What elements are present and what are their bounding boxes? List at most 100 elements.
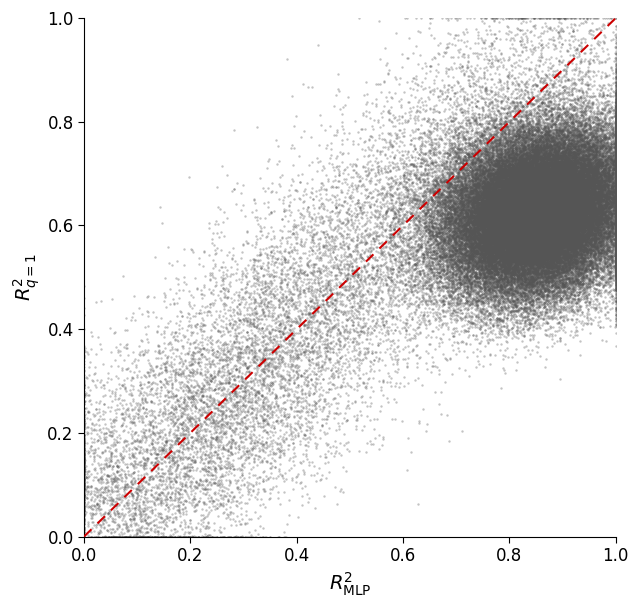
Point — [473, 233, 483, 243]
Point — [542, 282, 552, 292]
Point — [503, 175, 513, 185]
Point — [516, 160, 526, 170]
Point — [532, 268, 542, 278]
Point — [611, 211, 621, 221]
Point — [512, 246, 522, 256]
Point — [506, 147, 516, 157]
Point — [539, 253, 549, 263]
Point — [255, 310, 266, 320]
Point — [523, 216, 533, 225]
Point — [492, 281, 502, 291]
Point — [574, 189, 584, 199]
Point — [134, 416, 145, 426]
Point — [548, 251, 558, 261]
Point — [541, 228, 551, 238]
Point — [564, 111, 575, 121]
Point — [514, 255, 524, 264]
Point — [556, 225, 566, 235]
Point — [552, 195, 562, 205]
Point — [527, 201, 537, 211]
Point — [499, 250, 509, 260]
Point — [492, 224, 502, 234]
Point — [573, 175, 583, 185]
Point — [472, 191, 482, 200]
Point — [593, 213, 604, 223]
Point — [543, 204, 554, 214]
Point — [611, 245, 621, 255]
Point — [468, 207, 478, 217]
Point — [576, 239, 586, 249]
Point — [573, 217, 583, 227]
Point — [611, 217, 621, 227]
Point — [565, 238, 575, 247]
Point — [567, 177, 577, 186]
Point — [564, 128, 574, 138]
Point — [589, 135, 599, 145]
Point — [491, 267, 501, 276]
Point — [582, 192, 593, 202]
Point — [578, 247, 588, 257]
Point — [581, 234, 591, 244]
Point — [518, 234, 528, 244]
Point — [540, 251, 550, 261]
Point — [535, 127, 545, 136]
Point — [561, 184, 572, 194]
Point — [550, 228, 561, 238]
Point — [533, 194, 543, 203]
Point — [532, 174, 542, 183]
Point — [546, 221, 556, 231]
Point — [521, 271, 531, 281]
Point — [514, 190, 524, 200]
Point — [536, 256, 546, 266]
Point — [492, 212, 502, 222]
Point — [573, 155, 583, 165]
Point — [595, 157, 605, 166]
Point — [468, 330, 478, 340]
Point — [592, 200, 602, 209]
Point — [590, 203, 600, 213]
Point — [252, 321, 262, 331]
Point — [469, 252, 479, 261]
Point — [492, 177, 502, 186]
Point — [525, 237, 536, 247]
Point — [291, 258, 301, 267]
Point — [533, 221, 543, 231]
Point — [453, 300, 463, 309]
Point — [552, 175, 562, 185]
Point — [467, 213, 477, 222]
Point — [467, 264, 477, 274]
Point — [440, 174, 450, 183]
Point — [536, 277, 546, 287]
Point — [508, 170, 518, 180]
Point — [596, 186, 607, 195]
Point — [523, 250, 533, 259]
Point — [510, 205, 520, 214]
Point — [508, 211, 518, 221]
Point — [493, 178, 504, 188]
Point — [480, 217, 490, 227]
Point — [389, 300, 399, 309]
Point — [579, 181, 589, 191]
Point — [509, 235, 519, 245]
Point — [460, 272, 470, 282]
Point — [541, 223, 551, 233]
Point — [539, 174, 549, 184]
Point — [611, 209, 621, 219]
Point — [582, 179, 592, 189]
Point — [513, 251, 523, 261]
Point — [569, 177, 579, 187]
Point — [541, 169, 552, 179]
Point — [132, 435, 142, 445]
Point — [520, 213, 530, 222]
Point — [555, 194, 565, 204]
Point — [516, 252, 526, 261]
Point — [503, 220, 513, 230]
Point — [486, 188, 497, 197]
Point — [588, 186, 598, 196]
Point — [536, 232, 546, 242]
Point — [380, 241, 390, 251]
Point — [565, 167, 575, 177]
Point — [588, 302, 598, 312]
Point — [560, 154, 570, 164]
Point — [477, 114, 488, 124]
